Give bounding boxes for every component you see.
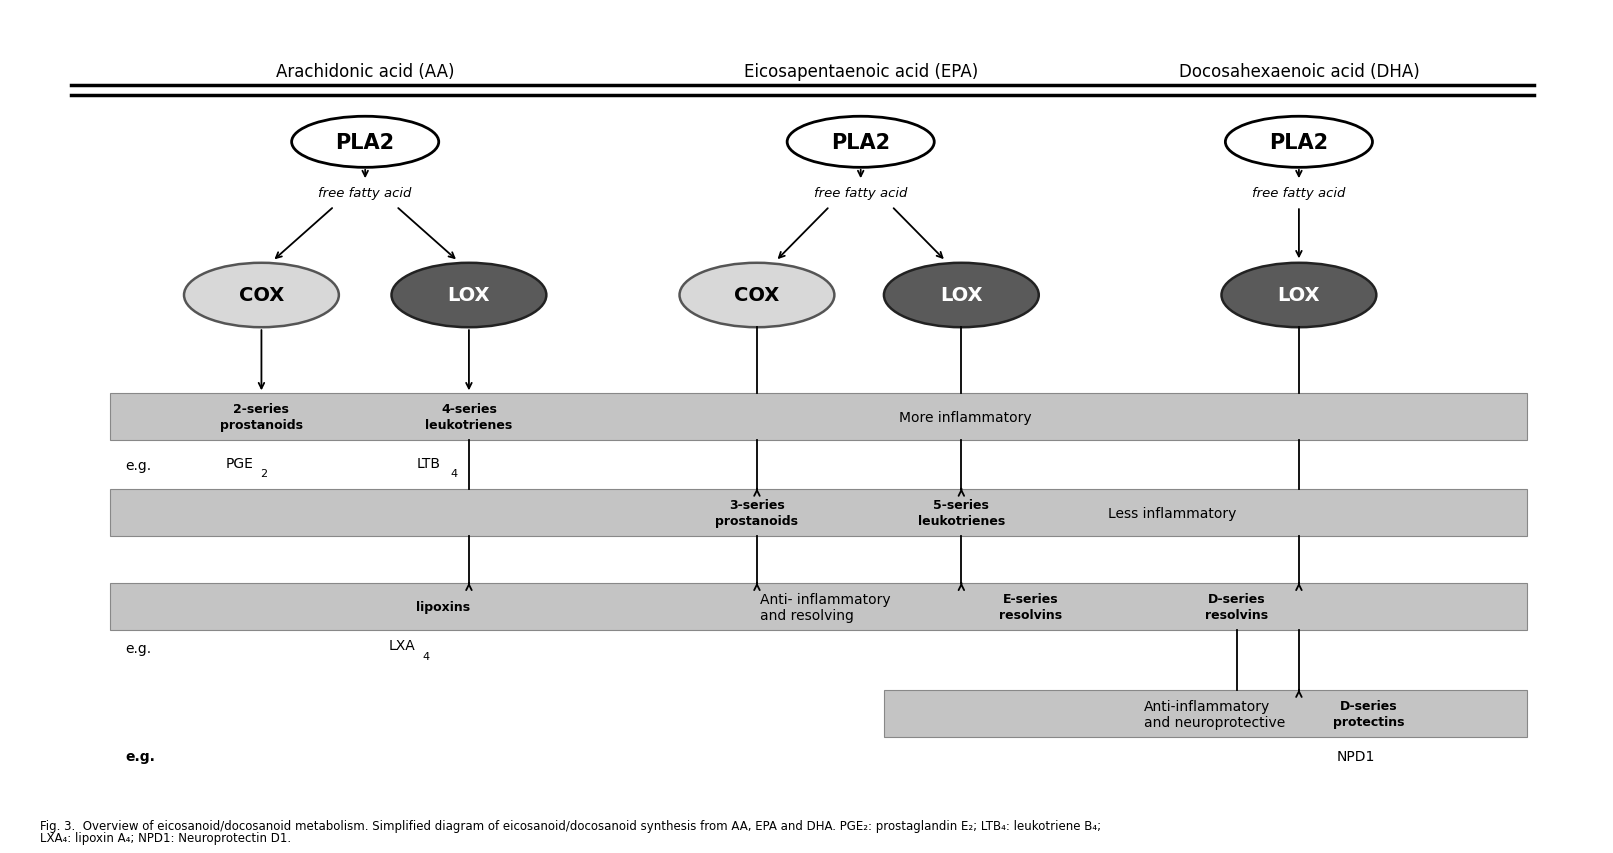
Bar (110, 490, 1526, 537)
Text: LXA₄: lipoxin A₄; NPD1: Neuroprotectin D1.: LXA₄: lipoxin A₄; NPD1: Neuroprotectin D… (40, 832, 292, 844)
Text: LOX: LOX (940, 286, 982, 305)
Text: E-series
resolvins: E-series resolvins (1000, 593, 1063, 622)
Text: free fatty acid: free fatty acid (318, 187, 411, 200)
Text: Fig. 3.  Overview of eicosanoid/docosanoid metabolism. Simplified diagram of eic: Fig. 3. Overview of eicosanoid/docosanoi… (40, 819, 1102, 832)
Text: D-series
protectins: D-series protectins (1332, 699, 1405, 728)
Text: LXA: LXA (389, 639, 415, 653)
Text: NPD1: NPD1 (1337, 749, 1376, 763)
Text: e.g.: e.g. (126, 749, 155, 763)
Ellipse shape (884, 264, 1039, 328)
Text: free fatty acid: free fatty acid (1252, 187, 1345, 200)
Text: Anti-inflammatory
and neuroprotective: Anti-inflammatory and neuroprotective (1144, 699, 1286, 729)
Text: 2-series
prostanoids: 2-series prostanoids (219, 403, 303, 432)
Ellipse shape (679, 264, 834, 328)
Text: 5-series
leukotrienes: 5-series leukotrienes (918, 498, 1005, 527)
Text: Docosahexaenoic acid (DHA): Docosahexaenoic acid (DHA) (1179, 63, 1419, 81)
Text: 4: 4 (450, 469, 458, 479)
Text: 4: 4 (423, 651, 429, 661)
Text: Eicosapentaenoic acid (EPA): Eicosapentaenoic acid (EPA) (744, 63, 977, 81)
Text: e.g.: e.g. (126, 459, 152, 473)
Text: Anti- inflammatory
and resolving: Anti- inflammatory and resolving (760, 592, 890, 623)
Bar (110, 394, 1526, 441)
Ellipse shape (787, 117, 934, 168)
Ellipse shape (1226, 117, 1373, 168)
Text: LOX: LOX (1277, 286, 1319, 305)
Text: COX: COX (734, 286, 779, 305)
Ellipse shape (184, 264, 339, 328)
Text: Arachidonic acid (AA): Arachidonic acid (AA) (276, 63, 455, 81)
Text: PGE: PGE (226, 456, 253, 471)
Ellipse shape (1221, 264, 1376, 328)
Text: lipoxins: lipoxins (416, 601, 469, 613)
Text: LTB: LTB (416, 456, 440, 471)
Ellipse shape (392, 264, 547, 328)
Text: D-series
resolvins: D-series resolvins (1205, 593, 1268, 622)
Text: Less inflammatory: Less inflammatory (1108, 506, 1237, 520)
Text: 2: 2 (260, 469, 268, 479)
Text: LOX: LOX (448, 286, 490, 305)
Bar (110, 583, 1526, 630)
Text: 3-series
prostanoids: 3-series prostanoids (716, 498, 798, 527)
Text: More inflammatory: More inflammatory (900, 410, 1032, 424)
Text: COX: COX (239, 286, 284, 305)
Text: free fatty acid: free fatty acid (815, 187, 908, 200)
Text: e.g.: e.g. (126, 641, 152, 655)
Bar (884, 690, 1526, 738)
Text: 4-series
leukotrienes: 4-series leukotrienes (426, 403, 513, 432)
Text: PLA2: PLA2 (831, 132, 890, 153)
Text: PLA2: PLA2 (336, 132, 395, 153)
Text: PLA2: PLA2 (1269, 132, 1329, 153)
Ellipse shape (292, 117, 439, 168)
